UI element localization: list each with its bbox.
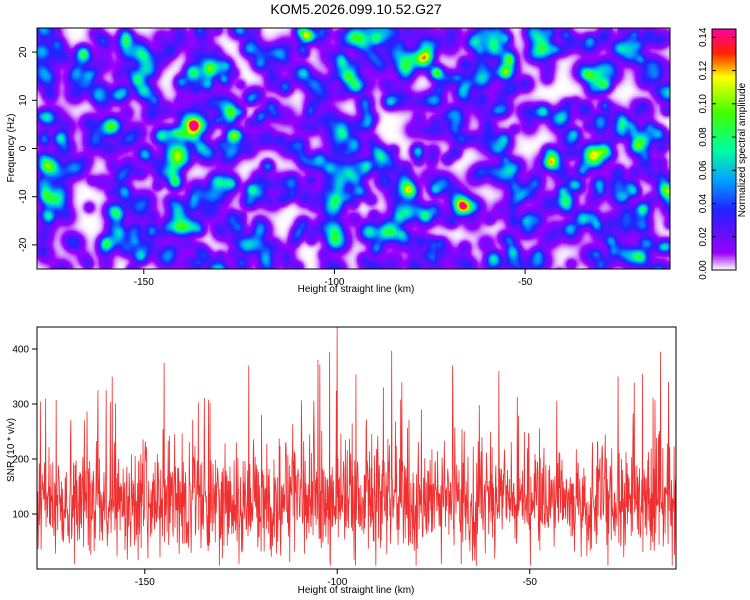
snr-frame — [36, 326, 677, 570]
snr-ticks: -150 -100 -50 100 200 300 400 — [12, 345, 537, 589]
spectrogram-ytick-label: 20 — [18, 46, 29, 58]
snr-ytick-label: 400 — [12, 345, 29, 356]
chart-title: KOM5.2026.099.10.52.G27 — [270, 1, 441, 17]
colorbar-tick-label: 0.12 — [698, 60, 709, 80]
spectrogram-ytick-label: 10 — [18, 94, 29, 106]
snr-xlabel: Height of straight line (km) — [298, 585, 415, 596]
colorbar-ticks: 0.00 0.02 0.04 0.06 0.08 0.10 0.12 0.14 — [698, 27, 736, 280]
snr-ytick-label: 100 — [12, 510, 29, 521]
spectrogram-ytick-label: 0 — [18, 145, 29, 151]
spectrogram-xtick-label: -150 — [134, 277, 154, 288]
spectrogram-xtick-label: -100 — [324, 277, 344, 288]
colorbar-label: Normalized spectral amplitude — [737, 82, 748, 217]
spectrogram-ylabel: Frequency (Hz) — [6, 114, 17, 183]
colorbar-tick-label: 0.10 — [698, 94, 709, 114]
colorbar: 0.00 0.02 0.04 0.06 0.08 0.10 0.12 0.14 Normali… — [698, 27, 748, 280]
colorbar-tick-label: 0.02 — [698, 227, 709, 247]
snr-ytick-label: 300 — [12, 400, 29, 411]
colorbar-gradient — [711, 28, 737, 271]
colorbar-tick-label: 0.00 — [698, 260, 709, 280]
spectrogram-xtick-label: -50 — [518, 277, 533, 288]
spectrogram-ytick-label: -10 — [18, 189, 29, 204]
colorbar-tick-label: 0.06 — [698, 160, 709, 180]
colorbar-tick-label: 0.14 — [698, 27, 709, 47]
snr-xtick-label: -50 — [522, 577, 537, 588]
snr-panel: -150 -100 -50 100 200 300 400 Height of straig… — [6, 326, 677, 596]
snr-ytick-label: 200 — [12, 455, 29, 466]
spectrogram-ytick-label: -20 — [18, 237, 29, 252]
colorbar-tick-label: 0.08 — [698, 127, 709, 147]
snr-xtick-label: -150 — [135, 577, 155, 588]
spectrogram-heatmap — [37, 28, 670, 269]
spectrogram-xlabel: Height of straight line (km) — [298, 284, 415, 295]
colorbar-tick-label: 0.04 — [698, 193, 709, 213]
snr-xtick-label: -100 — [327, 577, 347, 588]
snr-series-line — [36, 326, 677, 566]
snr-line — [36, 326, 677, 566]
snr-ylabel: SNR (10 * v/v) — [6, 418, 17, 482]
